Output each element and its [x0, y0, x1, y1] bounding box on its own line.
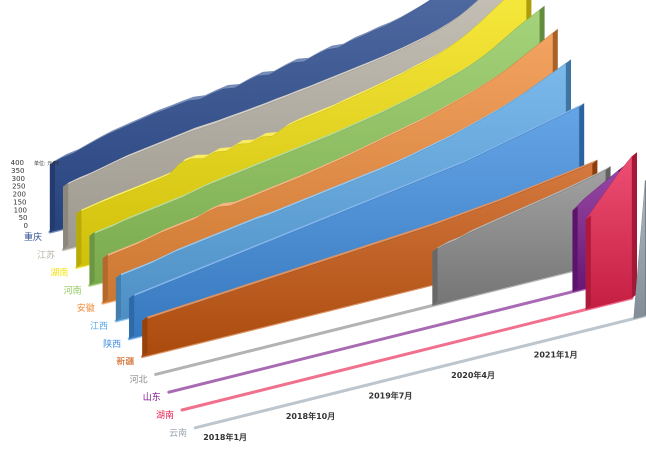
series-10 [180, 152, 637, 412]
series-start-cap [76, 209, 82, 268]
series-start-cap [102, 254, 108, 304]
series-label: 重庆 [24, 231, 42, 243]
series-start-cap [572, 206, 578, 292]
series-top-surface [432, 166, 611, 252]
date-axis: 2018年1月2018年10月2019年7月2020年4月2021年1月2022… [203, 350, 578, 442]
series-start-cap [50, 160, 55, 232]
ribbons [48, 0, 646, 430]
x-tick-label: 2021年1月 [534, 350, 578, 360]
series-top-surface [142, 159, 598, 321]
series-label: 江苏 [37, 249, 55, 261]
series-label: 江西 [90, 321, 108, 332]
series-start-cap [432, 247, 438, 306]
series-label: 湖南 [50, 267, 68, 279]
series-area [142, 163, 593, 357]
series-baseline [180, 296, 634, 412]
y-tick-label: 250 [12, 183, 25, 191]
series-area [585, 155, 633, 310]
y-tick-label: 200 [13, 191, 26, 199]
series-area [129, 106, 580, 340]
y-tick-label: 0 [24, 222, 28, 230]
x-tick-label: 2018年1月 [203, 432, 247, 442]
series-area [633, 180, 646, 319]
series-baseline [193, 314, 646, 430]
series-area [432, 169, 606, 306]
series-start-cap [585, 215, 591, 310]
series-top-surface [129, 103, 585, 299]
series-start-cap [89, 231, 95, 286]
series-label: 河南 [64, 284, 82, 296]
series-label: 湖南 [156, 409, 174, 421]
unit-label: 单位: 元/吨 [34, 160, 59, 167]
y-tick-label: 350 [11, 167, 24, 175]
series-label: 新疆 [116, 356, 134, 368]
series-label: 山东 [143, 391, 161, 403]
series-start-cap [129, 294, 135, 339]
series-label: 安徽 [77, 302, 95, 314]
y-tick-label: 50 [19, 214, 28, 222]
series-label: 河北 [130, 373, 148, 385]
series-start-cap [142, 316, 148, 357]
series-baseline [167, 278, 621, 394]
series-start-cap [116, 273, 121, 321]
x-tick-label: 2020年4月 [451, 370, 495, 380]
series-label: 陕西 [103, 338, 121, 350]
series-start-cap [63, 182, 69, 250]
y-tick-label: 400 [11, 159, 24, 167]
y-tick-label: 300 [12, 175, 25, 183]
x-tick-label: 2019年7月 [369, 391, 413, 401]
y-tick-label: 100 [14, 206, 27, 214]
x-tick-label: 2018年10月 [286, 411, 335, 421]
y-tick-label: 150 [13, 198, 26, 206]
series-top-surface [63, 0, 479, 187]
series-label: 云南 [169, 427, 187, 439]
series-end-cap [632, 152, 637, 298]
